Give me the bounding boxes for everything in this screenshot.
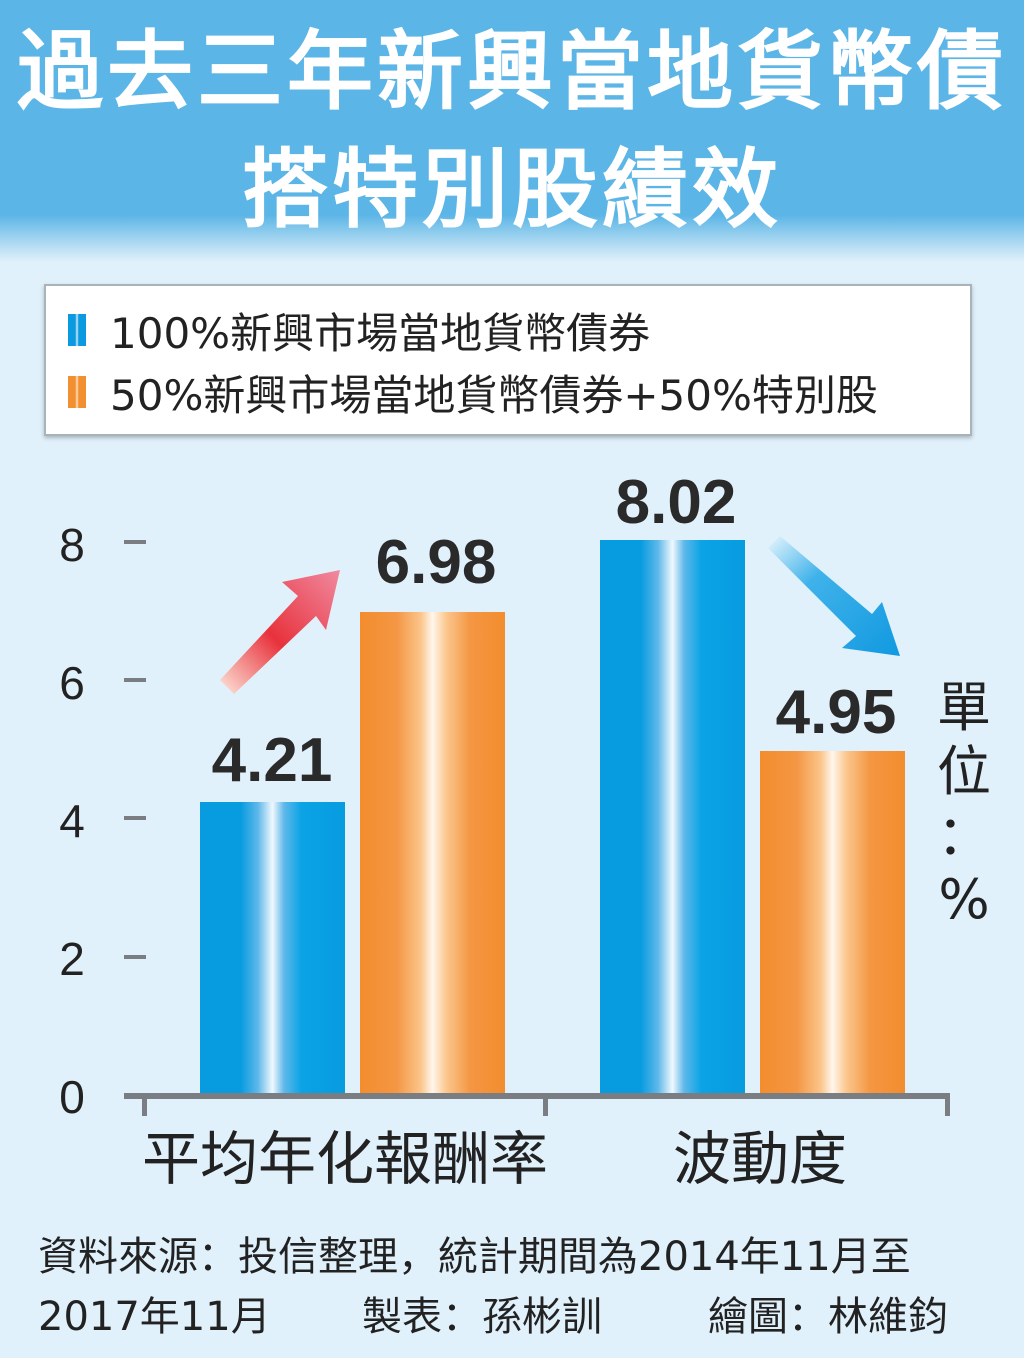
legend: 100%新興市場當地貨幣債券 50%新興市場當地貨幣債券+50%特別股 bbox=[44, 284, 972, 436]
category-label-volatility: 波動度 bbox=[672, 1125, 847, 1193]
unit-char: ： bbox=[937, 804, 991, 867]
source-note-continued: 2017年11月 bbox=[38, 1294, 271, 1340]
value-label: 4.21 bbox=[211, 726, 333, 795]
chart-title-line-1: 過去三年新興當地貨幣債 bbox=[17, 22, 1007, 122]
legend-item-mixed: 50%新興市場當地貨幣債券+50%特別股 bbox=[68, 364, 878, 420]
unit-char: 單 bbox=[937, 676, 991, 739]
y-tick-label-4: 4 bbox=[59, 795, 85, 847]
legend-swatch-orange-icon bbox=[68, 376, 86, 408]
graphic-credit: 繪圖：林維鈞 bbox=[708, 1294, 948, 1340]
value-label: 8.02 bbox=[615, 468, 737, 537]
legend-item-full-bond: 100%新興市場當地貨幣債券 bbox=[68, 302, 650, 358]
bar-return-full-bond bbox=[200, 802, 345, 1094]
y-tick-label-2: 2 bbox=[59, 933, 85, 985]
value-label: 4.95 bbox=[775, 678, 897, 747]
title-banner: 過去三年新興當地貨幣債 搭特別股績效 bbox=[0, 0, 1024, 262]
unit-char: 位 bbox=[937, 740, 991, 803]
bar-return-mixed bbox=[360, 612, 505, 1094]
y-tick-label-8: 8 bbox=[59, 519, 85, 571]
x-axis-tick bbox=[945, 1096, 950, 1116]
x-axis-tick bbox=[543, 1096, 548, 1116]
unit-label: 單 位 ： % bbox=[932, 676, 996, 932]
table-credit: 製表：孫彬訓 bbox=[362, 1294, 602, 1340]
x-axis-line bbox=[124, 1093, 950, 1099]
y-tick-mark bbox=[124, 540, 146, 544]
legend-swatch-blue-icon bbox=[68, 314, 86, 346]
y-tick-label-0: 0 bbox=[59, 1071, 85, 1123]
category-label-return: 平均年化報酬率 bbox=[141, 1125, 548, 1193]
y-tick-label-6: 6 bbox=[59, 657, 85, 709]
value-label: 6.98 bbox=[375, 528, 497, 597]
arrow-up-icon bbox=[220, 570, 340, 694]
chart-title-line-2: 搭特別股績效 bbox=[242, 140, 782, 240]
x-axis-tick bbox=[142, 1096, 147, 1116]
y-tick-mark bbox=[124, 816, 146, 820]
source-note: 資料來源：投信整理，統計期間為2014年11月至 bbox=[38, 1234, 911, 1280]
bar-volatility-mixed bbox=[760, 751, 905, 1094]
arrow-down-icon bbox=[768, 536, 900, 656]
y-tick-mark bbox=[124, 955, 146, 959]
unit-char: % bbox=[938, 868, 990, 931]
y-tick-mark bbox=[124, 678, 146, 682]
legend-label: 100%新興市場當地貨幣債券 bbox=[110, 308, 651, 358]
legend-label: 50%新興市場當地貨幣債券+50%特別股 bbox=[110, 370, 878, 420]
bar-volatility-full-bond bbox=[600, 540, 745, 1094]
